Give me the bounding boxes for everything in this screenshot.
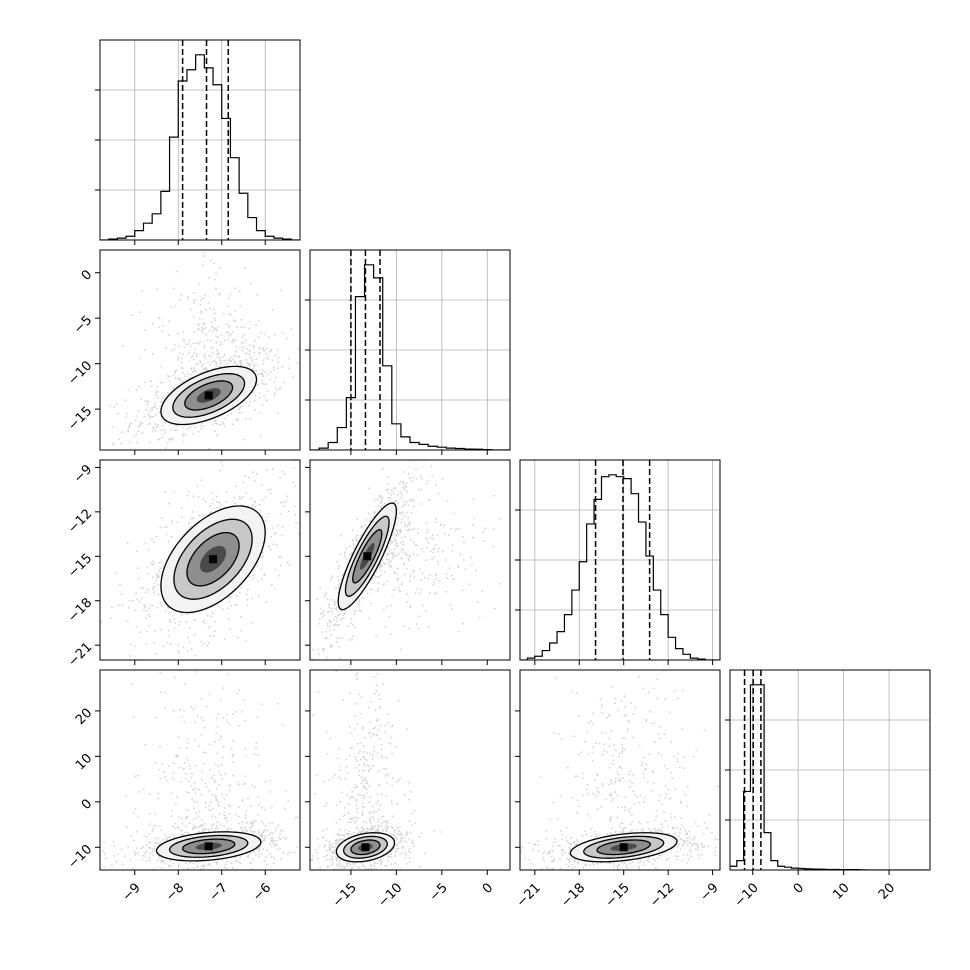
x-tick-label: 20 bbox=[876, 880, 898, 902]
x-tick-label: −10 bbox=[732, 880, 762, 910]
y-tick-label: −15 bbox=[65, 551, 95, 581]
contour-line-2 bbox=[181, 838, 236, 855]
panel-frame bbox=[99, 249, 301, 451]
density-peak bbox=[363, 552, 372, 561]
y-tick-label: 20 bbox=[73, 706, 95, 728]
density-peak bbox=[361, 843, 370, 852]
x-tick-label: 0 bbox=[791, 880, 807, 896]
panel-frame bbox=[519, 669, 721, 871]
y-tick-label: −15 bbox=[65, 404, 95, 434]
panel-frame bbox=[309, 249, 511, 451]
contour-line-1 bbox=[172, 373, 246, 418]
x-tick-label: −10 bbox=[375, 880, 405, 910]
contour-line-2 bbox=[186, 531, 240, 587]
panel-frame bbox=[519, 459, 721, 661]
marginal-panel-2 bbox=[515, 459, 721, 661]
joint-panel-2-1 bbox=[309, 459, 511, 661]
contour-line-2 bbox=[596, 839, 652, 856]
contour-line-0 bbox=[569, 832, 678, 863]
x-tick-label: −7 bbox=[207, 880, 231, 904]
contour-line-0 bbox=[160, 365, 258, 426]
x-tick-label: 0 bbox=[480, 880, 496, 896]
contour-line-1 bbox=[173, 518, 253, 600]
x-tick-label: −9 bbox=[697, 880, 721, 904]
contour-line-1 bbox=[344, 515, 390, 597]
y-tick-label: −18 bbox=[65, 595, 95, 625]
y-tick-label: 0 bbox=[79, 797, 95, 813]
y-tick-label: −10 bbox=[65, 358, 95, 388]
contour-line-1 bbox=[342, 835, 388, 859]
x-tick-label: −15 bbox=[603, 880, 633, 910]
y-tick-label: −10 bbox=[65, 842, 95, 872]
x-tick-label: −12 bbox=[647, 880, 677, 910]
panel-frame bbox=[309, 459, 511, 661]
joint-panel-3-2 bbox=[519, 669, 721, 871]
x-tick-label: 10 bbox=[830, 880, 852, 902]
contour-line-2 bbox=[352, 528, 383, 584]
panel-background bbox=[310, 460, 510, 660]
x-tick-label: −21 bbox=[514, 880, 544, 910]
contour-line-1 bbox=[168, 834, 249, 858]
y-tick-label: −5 bbox=[71, 313, 95, 337]
density-peak bbox=[204, 842, 213, 851]
histogram-step-2 bbox=[520, 474, 720, 660]
panel-frame bbox=[309, 669, 511, 871]
marginal-panel-0 bbox=[95, 39, 301, 241]
x-tick-label: −9 bbox=[120, 880, 144, 904]
contour-line-2 bbox=[350, 839, 381, 856]
contour-line-0 bbox=[155, 831, 262, 862]
joint-panel-3-1 bbox=[309, 669, 511, 871]
density-peak bbox=[619, 843, 628, 852]
histogram-step-0 bbox=[100, 54, 300, 240]
panel-frame bbox=[99, 39, 301, 241]
panel-background bbox=[310, 670, 510, 870]
panel-frame bbox=[99, 459, 301, 661]
marginal-panel-3 bbox=[725, 669, 931, 871]
marginal-panel-1 bbox=[305, 249, 511, 451]
contour-line-1 bbox=[583, 835, 665, 859]
x-tick-label: −18 bbox=[558, 880, 588, 910]
panel-frame bbox=[729, 669, 931, 871]
contour-line-2 bbox=[184, 380, 234, 411]
x-tick-label: −8 bbox=[163, 880, 187, 904]
x-tick-label: −15 bbox=[330, 880, 360, 910]
y-tick-label: −12 bbox=[65, 507, 95, 537]
histogram-step-1 bbox=[310, 264, 510, 450]
y-tick-label: −21 bbox=[65, 640, 95, 670]
contour-line-0 bbox=[160, 505, 266, 614]
panel-frame bbox=[99, 669, 301, 871]
density-peak bbox=[204, 391, 213, 400]
joint-panel-1-0 bbox=[99, 249, 301, 451]
density-peak bbox=[209, 555, 218, 564]
y-tick-label: −9 bbox=[71, 462, 95, 486]
x-tick-label: −5 bbox=[427, 880, 451, 904]
x-tick-label: −6 bbox=[250, 880, 274, 904]
joint-panel-2-0 bbox=[99, 459, 301, 661]
y-tick-label: 10 bbox=[73, 751, 95, 773]
joint-panel-3-0 bbox=[99, 669, 301, 871]
y-tick-label: 0 bbox=[79, 267, 95, 283]
contour-line-0 bbox=[335, 832, 396, 863]
contour-line-0 bbox=[337, 502, 398, 611]
